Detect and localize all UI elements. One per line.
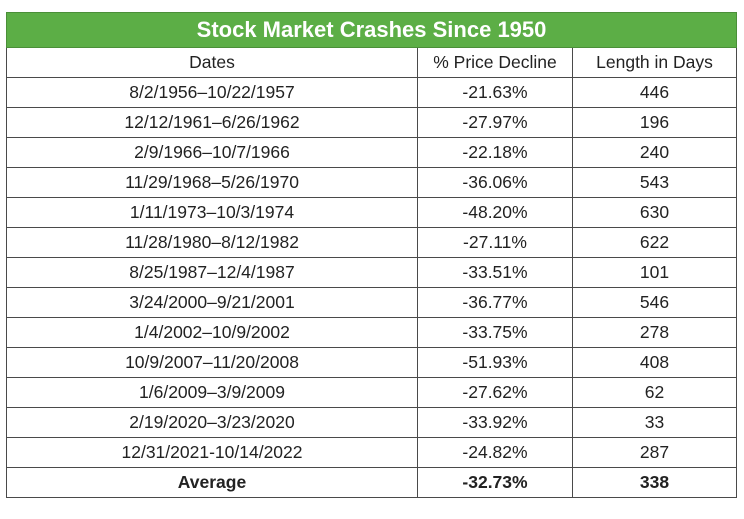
cell-price-decline: -22.18%	[417, 137, 573, 168]
cell-price-decline: -51.93%	[417, 347, 573, 378]
cell-dates: 1/6/2009–3/9/2009	[6, 377, 418, 408]
cell-length-days: 196	[571, 107, 738, 138]
cell-dates: 11/28/1980–8/12/1982	[6, 227, 418, 258]
cell-dates: 8/2/1956–10/22/1957	[6, 77, 418, 108]
table-row: 1/6/2009–3/9/2009 -27.62% 62	[6, 377, 738, 408]
average-label: Average	[6, 467, 418, 498]
average-length-days: 338	[571, 467, 738, 498]
cell-dates: 1/11/1973–10/3/1974	[6, 197, 418, 228]
cell-length-days: 287	[571, 437, 738, 468]
cell-dates: 1/4/2002–10/9/2002	[6, 317, 418, 348]
cell-length-days: 33	[571, 407, 738, 438]
average-row: Average -32.73% 338	[6, 467, 738, 498]
cell-price-decline: -27.11%	[417, 227, 573, 258]
cell-price-decline: -27.97%	[417, 107, 573, 138]
table-row: 8/2/1956–10/22/1957 -21.63% 446	[6, 77, 738, 108]
cell-length-days: 543	[571, 167, 738, 198]
table-row: 2/19/2020–3/23/2020 -33.92% 33	[6, 407, 738, 438]
crash-table-container: Stock Market Crashes Since 1950 Dates % …	[5, 12, 738, 498]
cell-price-decline: -24.82%	[417, 437, 573, 468]
table-row: 11/29/1968–5/26/1970 -36.06% 543	[6, 167, 738, 198]
cell-dates: 11/29/1968–5/26/1970	[6, 167, 418, 198]
cell-price-decline: -27.62%	[417, 377, 573, 408]
table-row: 3/24/2000–9/21/2001 -36.77% 546	[6, 287, 738, 318]
header-length-days: Length in Days	[571, 47, 738, 78]
cell-dates: 10/9/2007–11/20/2008	[6, 347, 418, 378]
cell-length-days: 278	[571, 317, 738, 348]
cell-dates: 12/31/2021-10/14/2022	[6, 437, 418, 468]
cell-price-decline: -48.20%	[417, 197, 573, 228]
cell-length-days: 546	[571, 287, 738, 318]
cell-dates: 2/9/1966–10/7/1966	[6, 137, 418, 168]
table-row: 12/12/1961–6/26/1962 -27.97% 196	[6, 107, 738, 138]
cell-dates: 2/19/2020–3/23/2020	[6, 407, 418, 438]
table-row: 1/11/1973–10/3/1974 -48.20% 630	[6, 197, 738, 228]
table-row: 8/25/1987–12/4/1987 -33.51% 101	[6, 257, 738, 288]
table-row: 2/9/1966–10/7/1966 -22.18% 240	[6, 137, 738, 168]
cell-price-decline: -36.77%	[417, 287, 573, 318]
cell-price-decline: -33.51%	[417, 257, 573, 288]
cell-price-decline: -33.75%	[417, 317, 573, 348]
header-price-decline: % Price Decline	[417, 47, 573, 78]
cell-length-days: 408	[571, 347, 738, 378]
cell-length-days: 630	[571, 197, 738, 228]
table-row: 11/28/1980–8/12/1982 -27.11% 622	[6, 227, 738, 258]
table-title: Stock Market Crashes Since 1950	[5, 12, 738, 48]
header-row: Dates % Price Decline Length in Days	[6, 47, 738, 78]
cell-length-days: 240	[571, 137, 738, 168]
cell-price-decline: -33.92%	[417, 407, 573, 438]
cell-length-days: 62	[571, 377, 738, 408]
table-body: Dates % Price Decline Length in Days 8/2…	[6, 47, 738, 498]
crash-table: Stock Market Crashes Since 1950 Dates % …	[5, 12, 738, 498]
table-row: 10/9/2007–11/20/2008 -51.93% 408	[6, 347, 738, 378]
table-row: 12/31/2021-10/14/2022 -24.82% 287	[6, 437, 738, 468]
cell-length-days: 101	[571, 257, 738, 288]
cell-price-decline: -21.63%	[417, 77, 573, 108]
cell-dates: 3/24/2000–9/21/2001	[6, 287, 418, 318]
table-row: 1/4/2002–10/9/2002 -33.75% 278	[6, 317, 738, 348]
header-dates: Dates	[6, 47, 418, 78]
cell-dates: 12/12/1961–6/26/1962	[6, 107, 418, 138]
average-price-decline: -32.73%	[417, 467, 573, 498]
cell-price-decline: -36.06%	[417, 167, 573, 198]
cell-length-days: 446	[571, 77, 738, 108]
cell-length-days: 622	[571, 227, 738, 258]
cell-dates: 8/25/1987–12/4/1987	[6, 257, 418, 288]
